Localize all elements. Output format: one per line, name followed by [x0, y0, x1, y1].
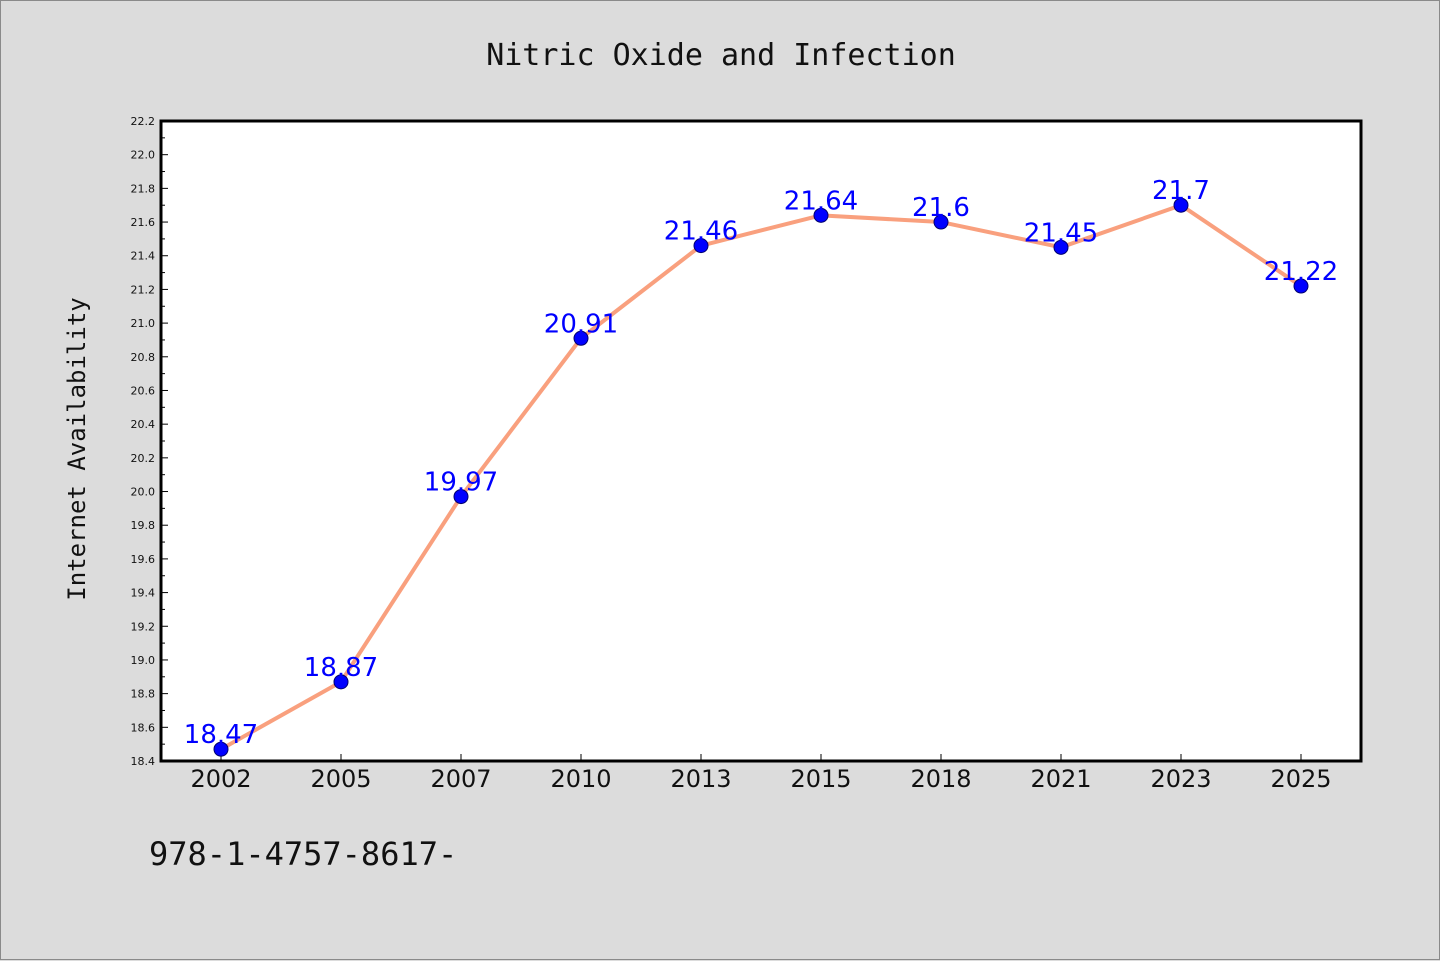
y-tick-label: 22.0: [131, 149, 156, 162]
y-axis-label: Internet Availability: [63, 297, 91, 600]
data-label: 21.46: [664, 217, 738, 247]
y-tick-label: 20.4: [131, 418, 156, 431]
y-tick-label: 18.4: [131, 755, 156, 768]
series-line: [220, 203, 1303, 751]
footer-text: 978-1-4757-8617-: [149, 835, 457, 873]
y-tick-label: 21.8: [131, 182, 156, 195]
x-tick-label: 2010: [550, 765, 611, 793]
data-point: [1173, 197, 1189, 213]
x-tick-label: 2015: [790, 765, 851, 793]
data-label: 19.97: [424, 468, 498, 498]
data-label: 18.47: [184, 720, 258, 750]
data-label: 21.7: [1152, 176, 1210, 206]
y-tick-label: 22.2: [131, 115, 156, 128]
x-tick-label: 2002: [190, 765, 251, 793]
y-tick-label: 21.4: [131, 250, 156, 263]
chart-title: Nitric Oxide and Infection: [486, 38, 956, 73]
y-tick-label: 19.2: [131, 620, 156, 633]
data-label: 18.87: [304, 653, 378, 683]
data-point: [333, 674, 349, 690]
y-axis-ticks: 18.4 18.6 18.8 19.0 19.2 19.4 19.6 19.8 20.0 20.2…: [131, 115, 168, 768]
data-point: [213, 741, 229, 757]
data-label: 21.22: [1264, 257, 1338, 287]
y-tick-label: 19.8: [131, 519, 156, 532]
data-label: 21.45: [1024, 218, 1098, 248]
data-label: 20.91: [544, 309, 618, 339]
y-tick-label: 20.8: [131, 351, 156, 364]
y-tick-label: 21.2: [131, 283, 156, 296]
y-tick-label: 20.0: [131, 486, 156, 499]
series-layer: 18.47 18.87 19.97 20.91 21.46 21.64 21.6 21.45 2…: [184, 176, 1338, 757]
y-tick-label: 19.6: [131, 553, 156, 566]
data-point: [453, 489, 469, 505]
x-tick-label: 2018: [910, 765, 971, 793]
y-tick-label: 18.8: [131, 688, 156, 701]
y-tick-label: 20.6: [131, 384, 156, 397]
y-tick-label: 19.4: [131, 587, 156, 600]
x-tick-label: 2023: [1150, 765, 1211, 793]
x-tick-label: 2007: [430, 765, 491, 793]
y-tick-label: 21.6: [131, 216, 156, 229]
data-point: [693, 238, 709, 254]
x-tick-label: 2021: [1030, 765, 1091, 793]
y-tick-label: 18.6: [131, 721, 156, 734]
x-tick-label: 2025: [1270, 765, 1331, 793]
y-tick-label: 19.0: [131, 654, 156, 667]
data-point: [933, 214, 949, 230]
data-point: [1293, 278, 1309, 294]
data-point: [573, 330, 589, 346]
y-tick-label: 21.0: [131, 317, 156, 330]
data-point: [813, 207, 829, 223]
data-point: [1053, 239, 1069, 255]
y-tick-label: 20.2: [131, 452, 156, 465]
data-label: 21.64: [784, 186, 858, 216]
data-label: 21.6: [912, 193, 970, 223]
x-tick-label: 2005: [310, 765, 371, 793]
x-tick-label: 2013: [670, 765, 731, 793]
x-axis-ticks: 2002 2005 2007 2010 2013 2015 2018 2021 2023 2025: [190, 754, 1332, 793]
